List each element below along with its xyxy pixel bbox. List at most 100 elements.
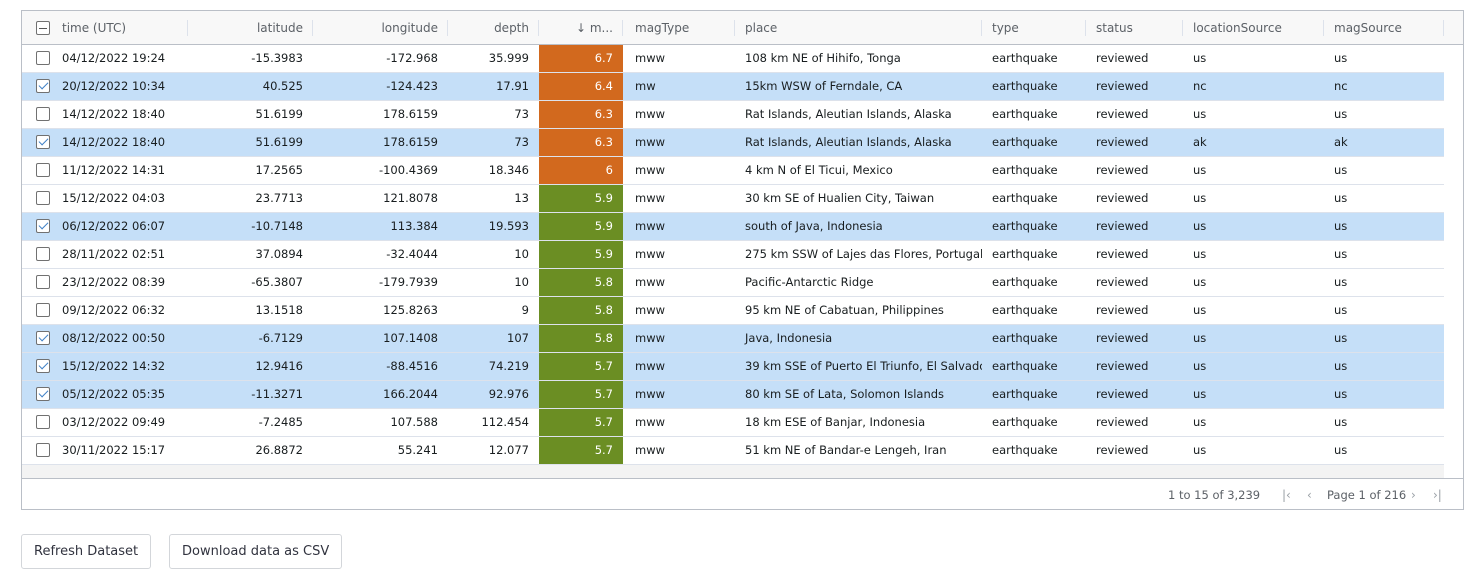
table-row[interactable]: 23/12/2022 08:39 -65.3807 -179.7939 10 mww Pa… xyxy=(22,269,1444,297)
cell-longitude: -100.4369 xyxy=(378,163,438,177)
cell-status: reviewed xyxy=(1096,191,1149,205)
cell-latitude: 23.7713 xyxy=(255,191,303,205)
table-row[interactable]: 28/11/2022 02:51 37.0894 -32.4044 10 mww 275 … xyxy=(22,241,1444,269)
horizontal-scrollbar[interactable] xyxy=(22,465,1444,479)
cell-magnitude: 5.7 xyxy=(539,437,623,464)
column-header-time[interactable]: time (UTC) xyxy=(52,11,188,45)
cell-latitude: -11.3271 xyxy=(251,387,303,401)
column-header-longitude[interactable]: longitude xyxy=(313,11,448,45)
table-row[interactable]: 05/12/2022 05:35 -11.3271 166.2044 92.976 mw… xyxy=(22,381,1444,409)
cell-magnitude: 5.9 xyxy=(539,241,623,268)
cell-longitude: 125.8263 xyxy=(383,303,438,317)
first-page-icon[interactable]: |‹ xyxy=(1282,488,1291,502)
cell-magtype: mww xyxy=(635,247,666,261)
previous-page-icon[interactable]: ‹ xyxy=(1307,488,1312,502)
row-checkbox[interactable] xyxy=(36,415,50,429)
row-checkbox[interactable] xyxy=(36,107,50,121)
cell-longitude: -179.7939 xyxy=(378,275,438,289)
column-header-place[interactable]: place xyxy=(735,11,982,45)
column-header-depth[interactable]: depth xyxy=(448,11,539,45)
row-checkbox[interactable] xyxy=(36,79,50,93)
cell-depth: 35.999 xyxy=(488,51,529,65)
cell-magtype: mw xyxy=(635,79,656,93)
cell-status: reviewed xyxy=(1096,107,1149,121)
column-header-status[interactable]: status xyxy=(1086,11,1183,45)
cell-status: reviewed xyxy=(1096,443,1149,457)
cell-latitude: 13.1518 xyxy=(255,303,303,317)
table-row[interactable]: 04/12/2022 19:24 -15.3983 -172.968 35.999 mw… xyxy=(22,45,1444,73)
cell-latitude: 12.9416 xyxy=(255,359,303,373)
row-checkbox[interactable] xyxy=(36,443,50,457)
cell-magsource: us xyxy=(1334,359,1348,373)
cell-status: reviewed xyxy=(1096,387,1149,401)
row-checkbox[interactable] xyxy=(36,387,50,401)
cell-magtype: mww xyxy=(635,219,666,233)
cell-status: reviewed xyxy=(1096,247,1149,261)
table-row[interactable]: 14/12/2022 18:40 51.6199 178.6159 73 mww Rat … xyxy=(22,101,1444,129)
cell-depth: 74.219 xyxy=(488,359,529,373)
row-checkbox[interactable] xyxy=(36,359,50,373)
row-checkbox[interactable] xyxy=(36,163,50,177)
cell-time: 15/12/2022 04:03 xyxy=(62,191,166,205)
cell-time: 23/12/2022 08:39 xyxy=(62,275,166,289)
pagination-bar: 1 to 15 of 3,239 |‹ ‹ Page 1 of 216 › ›| xyxy=(22,478,1463,509)
table-row[interactable]: 11/12/2022 14:31 17.2565 -100.4369 18.346 mw… xyxy=(22,157,1444,185)
cell-longitude: 121.8078 xyxy=(383,191,438,205)
column-header-type[interactable]: type xyxy=(982,11,1086,45)
download-csv-button[interactable]: Download data as CSV xyxy=(169,534,343,569)
data-grid: time (UTC) latitude longitude depth ↓ m.… xyxy=(21,10,1464,510)
row-checkbox[interactable] xyxy=(36,247,50,261)
row-checkbox[interactable] xyxy=(36,219,50,233)
cell-place: 30 km SE of Hualien City, Taiwan xyxy=(745,191,935,205)
row-checkbox[interactable] xyxy=(36,331,50,345)
row-checkbox[interactable] xyxy=(36,191,50,205)
table-row[interactable]: 15/12/2022 04:03 23.7713 121.8078 13 mww 30 k… xyxy=(22,185,1444,213)
table-row[interactable]: 03/12/2022 09:49 -7.2485 107.588 112.454 mww… xyxy=(22,409,1444,437)
column-header-locationsource[interactable]: locationSource xyxy=(1183,11,1324,45)
cell-time: 14/12/2022 18:40 xyxy=(62,107,166,121)
cell-time: 09/12/2022 06:32 xyxy=(62,303,166,317)
cell-magnitude: 5.8 xyxy=(539,325,623,352)
cell-magsource: us xyxy=(1334,219,1348,233)
cell-latitude: 37.0894 xyxy=(255,247,303,261)
column-header-latitude[interactable]: latitude xyxy=(188,11,313,45)
cell-magtype: mww xyxy=(635,359,666,373)
table-row[interactable]: 09/12/2022 06:32 13.1518 125.8263 9 mww 95 km… xyxy=(22,297,1444,325)
cell-locationsource: nc xyxy=(1193,79,1207,93)
column-header-magsource[interactable]: magSource xyxy=(1324,11,1444,45)
cell-depth: 9 xyxy=(521,303,529,317)
row-checkbox[interactable] xyxy=(36,303,50,317)
cell-place: 39 km SSE of Puerto El Triunfo, El Salva… xyxy=(745,359,982,373)
row-checkbox[interactable] xyxy=(36,135,50,149)
table-row[interactable]: 14/12/2022 18:40 51.6199 178.6159 73 mww Rat … xyxy=(22,129,1444,157)
table-row[interactable]: 06/12/2022 06:07 -10.7148 113.384 19.593 mww… xyxy=(22,213,1444,241)
table-row[interactable]: 30/11/2022 15:17 26.8872 55.241 12.077 mww 51… xyxy=(22,437,1444,465)
row-checkbox[interactable] xyxy=(36,51,50,65)
row-checkbox[interactable] xyxy=(36,275,50,289)
cell-place: 15km WSW of Ferndale, CA xyxy=(745,79,903,93)
select-all-checkbox[interactable] xyxy=(36,21,50,35)
cell-longitude: 178.6159 xyxy=(383,135,438,149)
table-row[interactable]: 15/12/2022 14:32 12.9416 -88.4516 74.219 mww… xyxy=(22,353,1444,381)
cell-status: reviewed xyxy=(1096,275,1149,289)
cell-magtype: mww xyxy=(635,331,666,345)
last-page-icon[interactable]: ›| xyxy=(1433,488,1442,502)
column-header-magtype[interactable]: magType xyxy=(625,11,735,45)
next-page-icon[interactable]: › xyxy=(1411,488,1416,502)
table-row[interactable]: 08/12/2022 00:50 -6.7129 107.1408 107 mww Jav… xyxy=(22,325,1444,353)
cell-magtype: mww xyxy=(635,107,666,121)
refresh-dataset-button[interactable]: Refresh Dataset xyxy=(21,534,152,569)
cell-status: reviewed xyxy=(1096,163,1149,177)
cell-depth: 19.593 xyxy=(488,219,529,233)
cell-magsource: us xyxy=(1334,163,1348,177)
cell-longitude: 55.241 xyxy=(397,443,438,457)
cell-latitude: 51.6199 xyxy=(255,135,303,149)
cell-longitude: 107.1408 xyxy=(383,331,438,345)
cell-locationsource: us xyxy=(1193,191,1207,205)
cell-status: reviewed xyxy=(1096,135,1149,149)
cell-latitude: -15.3983 xyxy=(251,51,303,65)
table-row[interactable]: 20/12/2022 10:34 40.525 -124.423 17.91 mw 15k… xyxy=(22,73,1444,101)
column-header-mag[interactable]: ↓ m... xyxy=(539,11,623,45)
cell-status: reviewed xyxy=(1096,415,1149,429)
cell-locationsource: us xyxy=(1193,359,1207,373)
